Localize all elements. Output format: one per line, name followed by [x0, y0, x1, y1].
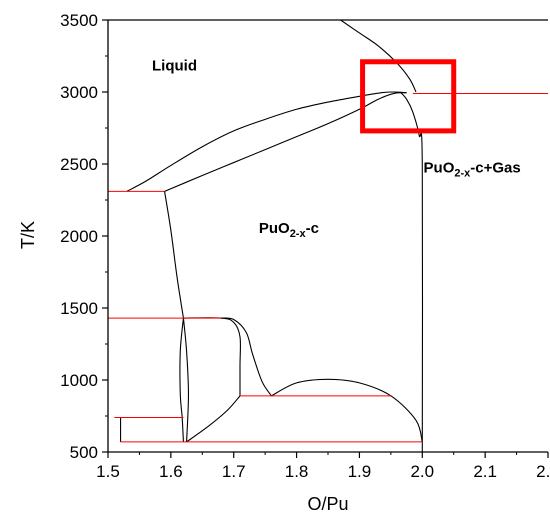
region-label-puo2-c-gas: PuO2-x-c+Gas	[424, 160, 521, 180]
x-tick-label: 1.6	[159, 462, 183, 481]
y-tick-label: 1500	[60, 299, 98, 318]
y-tick-label: 1000	[60, 371, 98, 390]
region-label-liquid: Liquid	[152, 57, 197, 74]
label-part: -c+Gas	[470, 160, 520, 177]
y-tick-label: 500	[70, 443, 98, 462]
label-part: Liquid	[152, 57, 197, 74]
subscript: 2-x	[290, 228, 307, 240]
boundary-high-solvus	[271, 378, 423, 443]
axes-frame	[107, 19, 548, 453]
x-tick-label: 1.8	[285, 462, 309, 481]
tie-lines	[108, 92, 548, 443]
boundary-dome-left	[183, 317, 242, 396]
boundary-low-t-branch	[186, 395, 241, 443]
x-tick-label: 1.5	[96, 462, 120, 481]
x-tick-label: 2.1	[473, 462, 497, 481]
boundary-bcc-boundary	[164, 191, 184, 319]
highlight-layer	[360, 59, 457, 134]
highlight-box	[360, 59, 457, 134]
y-tick-label: 3500	[60, 11, 98, 30]
x-tick-label: 2.0	[410, 462, 434, 481]
y-axis-title: T/K	[18, 221, 38, 249]
boundary-solidus	[164, 92, 407, 192]
boundary-gas-boundary-upper	[340, 19, 417, 93]
boundary-fcc-boundary	[182, 318, 190, 442]
label-part: PuO	[259, 220, 290, 237]
boundary-dome-right	[221, 317, 272, 397]
y-tick-label: 3000	[60, 83, 98, 102]
x-tick-label: 1.9	[348, 462, 372, 481]
x-axis-title: O/Pu	[307, 494, 348, 514]
region-label-puo2-c: PuO2-x-c	[259, 220, 319, 240]
x-tick-label: 2.2	[536, 462, 550, 481]
y-tick-label: 2500	[60, 155, 98, 174]
y-tick-label: 2000	[60, 227, 98, 246]
label-part: PuO	[424, 160, 455, 177]
boundary-miscibility-left	[179, 318, 184, 442]
x-tick-label: 1.7	[222, 462, 246, 481]
label-part: -c	[306, 220, 319, 237]
subscript: 2-x	[454, 168, 471, 180]
ticks: 1.5 1.6 1.7 1.8 1.9 2.0 2.1 2.2 500 1000 1500 2000 2…	[60, 11, 550, 481]
phase-boundaries	[120, 19, 424, 453]
boundary-liquidus-upper	[126, 91, 407, 192]
boundary-gas-boundary-lower	[399, 91, 424, 453]
